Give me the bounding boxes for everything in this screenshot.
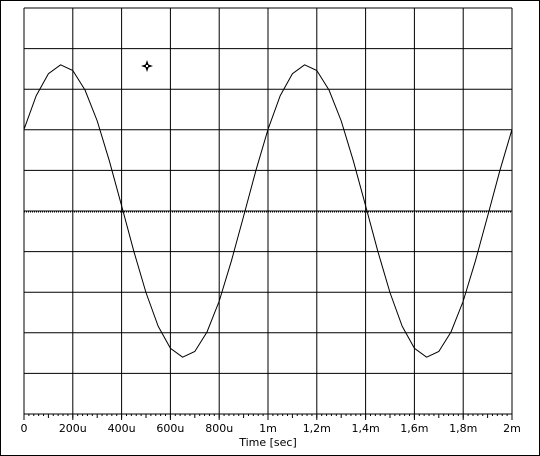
x-axis-label: Time [sec] [238,436,297,449]
x-tick-label: 600u [156,422,184,435]
x-tick-label: 1m [259,422,277,435]
x-tick-label: 1,4m [351,422,379,435]
x-tick-label: 800u [205,422,233,435]
x-tick-label: 1,6m [400,422,428,435]
x-tick-label: 1,8m [449,422,477,435]
x-tick-label: 1,2m [303,422,331,435]
x-tick-label: 0 [21,422,28,435]
x-tick-label: 200u [59,422,87,435]
x-tick-label: 400u [108,422,136,435]
cursor-icon [141,60,153,72]
trace [23,64,513,358]
x-tick-label: 2m [503,422,521,435]
